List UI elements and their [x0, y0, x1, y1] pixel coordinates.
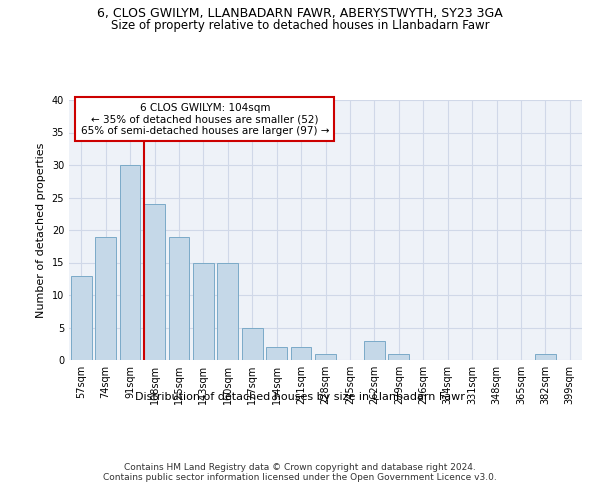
Y-axis label: Number of detached properties: Number of detached properties	[36, 142, 46, 318]
Bar	[71, 276, 92, 360]
Bar	[242, 328, 263, 360]
Text: Contains HM Land Registry data © Crown copyright and database right 2024.
Contai: Contains HM Land Registry data © Crown c…	[103, 462, 497, 482]
Bar	[388, 354, 409, 360]
Bar	[535, 354, 556, 360]
Text: Size of property relative to detached houses in Llanbadarn Fawr: Size of property relative to detached ho…	[110, 19, 490, 32]
Bar	[144, 204, 165, 360]
Bar	[169, 236, 190, 360]
Bar	[290, 347, 311, 360]
Bar	[95, 236, 116, 360]
Text: 6, CLOS GWILYM, LLANBADARN FAWR, ABERYSTWYTH, SY23 3GA: 6, CLOS GWILYM, LLANBADARN FAWR, ABERYST…	[97, 8, 503, 20]
Bar	[193, 262, 214, 360]
Bar	[315, 354, 336, 360]
Bar	[266, 347, 287, 360]
Bar	[119, 165, 140, 360]
Bar	[364, 340, 385, 360]
Text: 6 CLOS GWILYM: 104sqm
← 35% of detached houses are smaller (52)
65% of semi-deta: 6 CLOS GWILYM: 104sqm ← 35% of detached …	[80, 102, 329, 136]
Bar	[217, 262, 238, 360]
Text: Distribution of detached houses by size in Llanbadarn Fawr: Distribution of detached houses by size …	[135, 392, 465, 402]
